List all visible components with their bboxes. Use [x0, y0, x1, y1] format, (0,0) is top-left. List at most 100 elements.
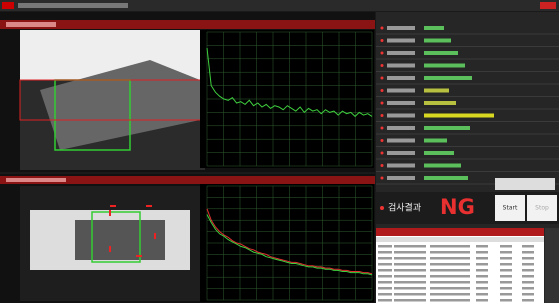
- stop-label[interactable]: Stop: [535, 205, 549, 212]
- log-cell: [522, 299, 534, 302]
- row-value: [424, 89, 449, 93]
- row-value: [424, 101, 456, 105]
- row-value: [424, 76, 472, 80]
- bullet: [381, 164, 384, 167]
- log-cell: [476, 245, 488, 248]
- bullet: [381, 102, 384, 105]
- spectrum-chart: [200, 30, 374, 168]
- log-cell: [476, 263, 488, 266]
- bullet: [381, 114, 384, 117]
- bullet: [381, 64, 384, 67]
- row-label: [387, 114, 415, 118]
- log-cell: [522, 275, 534, 278]
- log-cell: [378, 269, 392, 272]
- row-value: [424, 26, 444, 30]
- log-cell: [394, 251, 426, 254]
- log-cell: [500, 293, 512, 296]
- panel-header-text: [6, 178, 66, 182]
- log-cell: [476, 269, 488, 272]
- row-label: [387, 89, 415, 93]
- log-cell: [430, 245, 470, 248]
- bullet: [381, 77, 384, 80]
- log-cell: [522, 257, 534, 260]
- log-cell: [500, 257, 512, 260]
- camera-object: [75, 220, 165, 260]
- log-cell: [378, 299, 392, 302]
- row-value: [424, 39, 451, 43]
- row-value: [424, 164, 461, 168]
- row-label: [387, 26, 415, 30]
- log-cell: [378, 287, 392, 290]
- row-label: [387, 64, 415, 68]
- log-cell: [430, 251, 470, 254]
- log-cell: [394, 281, 426, 284]
- small-button[interactable]: [495, 178, 555, 190]
- spectrum-chart: [200, 184, 374, 302]
- logo: [2, 2, 14, 9]
- log-cell: [378, 245, 392, 248]
- row-label: [387, 76, 415, 80]
- row-label: [387, 139, 415, 143]
- log-cell: [500, 281, 512, 284]
- row-label: [387, 164, 415, 168]
- row-value: [424, 139, 447, 143]
- result-label: 검사결과: [388, 202, 421, 214]
- log-cell: [522, 287, 534, 290]
- row-label: [387, 101, 415, 105]
- app: 검사결과 NG Start Stop: [0, 0, 559, 303]
- log-cell: [430, 269, 470, 272]
- row-label: [387, 126, 415, 130]
- log-cell: [430, 263, 470, 266]
- log-cell: [500, 263, 512, 266]
- log-cell: [500, 245, 512, 248]
- row-value: [424, 114, 494, 118]
- log-cell: [394, 245, 426, 248]
- log-cell: [378, 251, 392, 254]
- log-cell: [378, 257, 392, 260]
- log-cell: [378, 263, 392, 266]
- log-header: [376, 228, 544, 236]
- log-cell: [430, 281, 470, 284]
- log-cell: [430, 287, 470, 290]
- row-label: [387, 176, 415, 180]
- log-cell: [430, 293, 470, 296]
- log-cell: [394, 287, 426, 290]
- log-cell: [500, 269, 512, 272]
- bullet: [381, 177, 384, 180]
- log-cell: [476, 275, 488, 278]
- bullet: [381, 139, 384, 142]
- row-label: [387, 51, 415, 55]
- log-cell: [476, 281, 488, 284]
- result-value: NG: [440, 195, 475, 219]
- log-cell: [394, 257, 426, 260]
- bullet: [381, 127, 384, 130]
- log-cell: [522, 263, 534, 266]
- row-value: [424, 151, 454, 155]
- log-cell: [430, 257, 470, 260]
- log-cell: [394, 293, 426, 296]
- log-cell: [500, 251, 512, 254]
- log-cell: [476, 251, 488, 254]
- log-cell: [394, 263, 426, 266]
- log-cell: [430, 299, 470, 302]
- panel-header-text: [6, 22, 56, 27]
- panel-header: [0, 20, 375, 29]
- log-cell: [378, 281, 392, 284]
- bullet: [381, 152, 384, 155]
- log-cell: [476, 287, 488, 290]
- log-cell: [378, 293, 392, 296]
- row-value: [424, 64, 465, 68]
- log-cell: [522, 293, 534, 296]
- start-label[interactable]: Start: [503, 205, 518, 212]
- log-cell: [522, 245, 534, 248]
- log-cell: [394, 275, 426, 278]
- title-text: [18, 3, 128, 8]
- log-cell: [476, 293, 488, 296]
- row-value: [424, 126, 470, 130]
- bullet: [381, 27, 384, 30]
- log-cell: [522, 251, 534, 254]
- logo-right: [540, 2, 556, 9]
- log-cell: [500, 287, 512, 290]
- row-label: [387, 151, 415, 155]
- log-cell: [476, 299, 488, 302]
